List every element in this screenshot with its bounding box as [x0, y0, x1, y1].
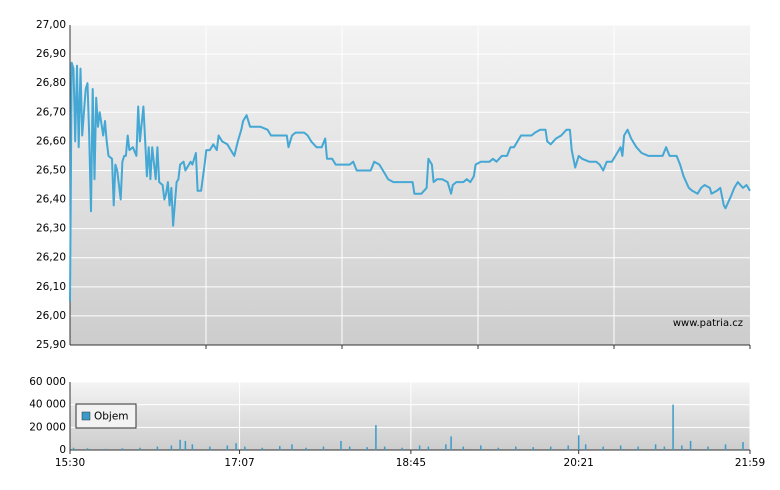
volume-bar	[497, 447, 500, 450]
volume-bar	[401, 447, 403, 450]
y-tick-label: 26,90	[36, 48, 66, 60]
volume-bar	[742, 442, 744, 450]
y-tick-label: 26,30	[36, 223, 66, 235]
y-tick-label: 20 000	[29, 421, 66, 433]
volume-bar	[121, 448, 124, 450]
volume-bar	[689, 440, 692, 450]
volume-bar	[418, 445, 421, 450]
volume-bar	[226, 445, 229, 450]
y-tick-label: 26,20	[36, 252, 66, 264]
x-tick-label: 21:59	[735, 457, 765, 469]
y-tick-label: 60 000	[29, 376, 66, 388]
volume-bar	[383, 446, 386, 450]
y-tick-label: 26,10	[36, 281, 66, 293]
volume-bar	[602, 446, 604, 450]
volume-bar	[179, 439, 181, 450]
volume-bar	[619, 445, 622, 450]
volume-bar	[584, 444, 587, 450]
legend-swatch	[81, 411, 91, 421]
volume-bar	[549, 446, 552, 450]
volume-bar	[170, 445, 173, 450]
volume-bar	[707, 446, 709, 450]
y-tick-label: 26,50	[36, 164, 66, 176]
price-line	[69, 61, 751, 302]
volume-bar	[577, 435, 580, 450]
x-tick-label: 15:30	[55, 457, 85, 469]
volume-bar	[291, 444, 293, 450]
volume-bar	[261, 447, 264, 450]
volume-bar	[462, 446, 465, 450]
volume-bar	[663, 446, 666, 450]
y-tick-label: 0	[59, 444, 66, 456]
y-tick-label: 26,80	[36, 77, 66, 89]
volume-bar	[681, 445, 683, 450]
volume-bar	[480, 445, 482, 450]
volume-bar	[366, 447, 368, 450]
x-tick-label: 20:21	[564, 457, 594, 469]
volume-bar	[184, 440, 187, 450]
volume-bar	[724, 444, 727, 450]
volume-bar	[567, 445, 569, 450]
volume-bar	[654, 444, 657, 450]
volume-bar	[375, 425, 377, 450]
y-tick-label: 27,00	[36, 19, 66, 31]
volume-bar	[348, 446, 351, 450]
y-tick-label: 25,90	[36, 339, 66, 351]
y-tick-label: 26,70	[36, 106, 66, 118]
volume-bar	[637, 446, 639, 450]
volume-bar	[104, 448, 106, 450]
y-tick-label: 26,00	[36, 310, 66, 322]
volume-bar	[322, 446, 325, 450]
volume-bar	[427, 446, 430, 450]
y-tick-label: 40 000	[29, 399, 66, 411]
volume-bar	[445, 444, 447, 450]
y-tick-label: 26,40	[36, 194, 66, 206]
watermark: www.patria.cz	[673, 318, 743, 329]
volume-bar	[156, 446, 159, 450]
volume-bar	[191, 444, 194, 450]
volume-bar	[235, 443, 237, 450]
volume-bar	[515, 446, 517, 450]
x-tick-label: 18:45	[396, 457, 426, 469]
volume-bar	[340, 440, 342, 450]
volume-bar	[532, 447, 534, 450]
volume-plot-area	[70, 382, 750, 450]
y-tick-label: 26,60	[36, 135, 66, 147]
volume-bar	[305, 447, 307, 450]
volume-bar	[450, 436, 452, 450]
volume-bar	[672, 404, 674, 450]
volume-bar	[209, 446, 211, 450]
volume-bar	[72, 447, 75, 450]
volume-bar	[279, 446, 281, 450]
volume-bar	[139, 447, 141, 450]
price-plot-area	[70, 25, 750, 345]
x-tick-label: 17:07	[224, 457, 254, 469]
volume-bar	[86, 448, 89, 450]
volume-bar	[244, 446, 246, 450]
legend-label: Objem	[94, 411, 129, 423]
